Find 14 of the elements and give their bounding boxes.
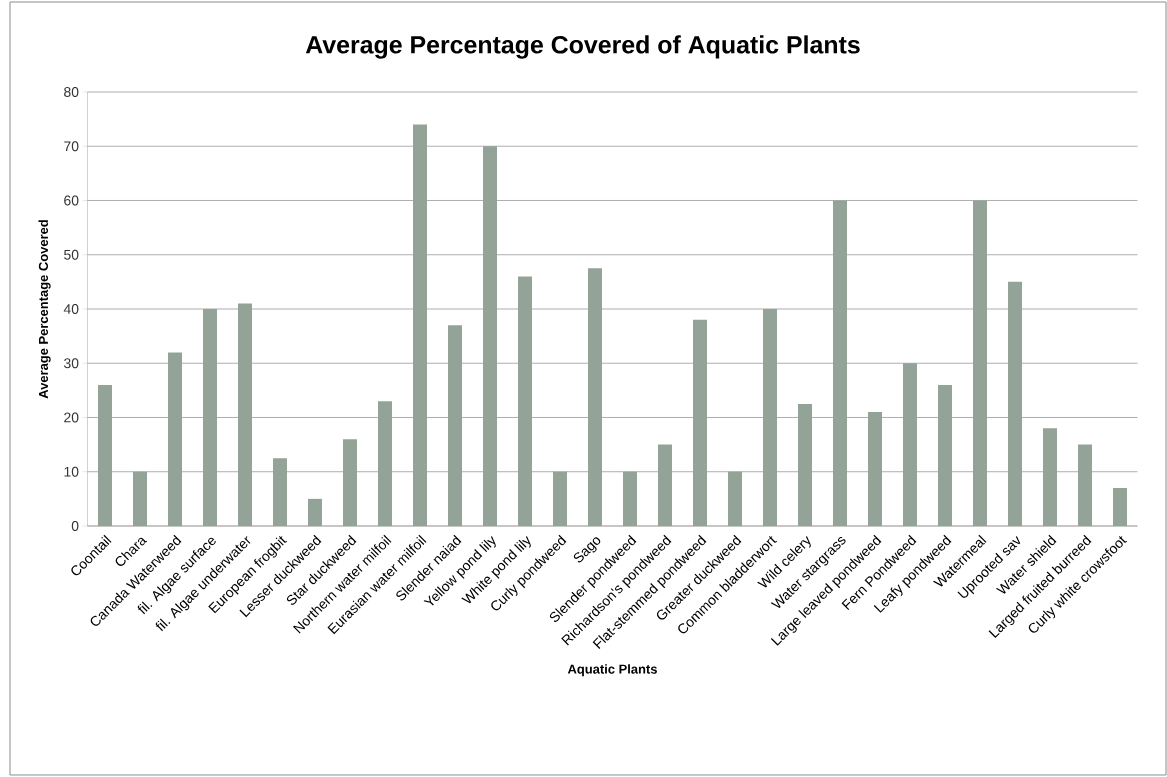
y-tick-label: 30 bbox=[64, 358, 79, 369]
y-axis-title: Average Percentage Covered bbox=[38, 220, 51, 399]
y-tick-label: 70 bbox=[64, 141, 79, 152]
bar bbox=[1112, 488, 1127, 526]
x-axis-title: Aquatic Plants bbox=[567, 664, 657, 677]
y-tick-label: 0 bbox=[71, 521, 79, 531]
bar bbox=[308, 498, 322, 526]
y-tick-label: 40 bbox=[63, 304, 79, 314]
y-tick-label: 60 bbox=[64, 195, 79, 206]
y-tick-label: 10 bbox=[64, 466, 79, 477]
chart-title: Average Percentage Covered of Aquatic Plants bbox=[305, 35, 860, 59]
y-tick-label: 80 bbox=[64, 87, 79, 97]
y-tick-label: 50 bbox=[64, 249, 79, 260]
y-tick-label: 20 bbox=[64, 412, 79, 423]
